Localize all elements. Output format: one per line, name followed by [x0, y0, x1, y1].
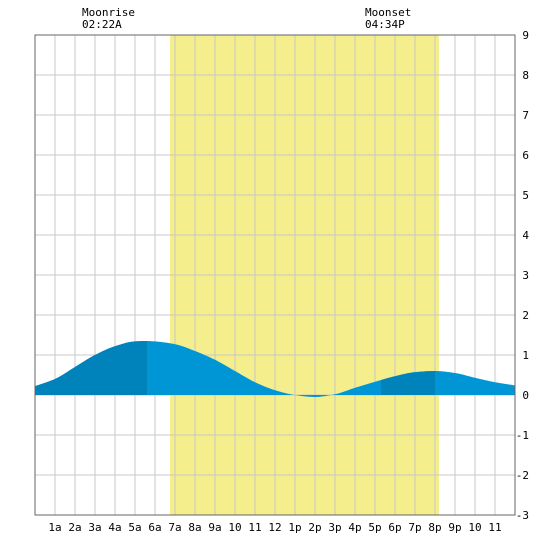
grid-lines: [35, 35, 515, 515]
x-tick-label: 6p: [388, 521, 401, 534]
x-tick-label: 7p: [408, 521, 421, 534]
y-tick-label: 4: [522, 229, 529, 242]
tide-series: [35, 341, 515, 397]
x-tick-label: 10: [468, 521, 481, 534]
plot-border: [34, 34, 516, 516]
tide-area-rising-shade: [381, 371, 435, 395]
x-tick-label: 3a: [88, 521, 101, 534]
x-tick-label: 1a: [48, 521, 61, 534]
x-tick-label: 9a: [208, 521, 221, 534]
x-tick-label: 4a: [108, 521, 121, 534]
y-tick-label: 7: [522, 109, 529, 122]
y-tick-label: -2: [516, 469, 529, 482]
y-tick-label: 1: [522, 349, 529, 362]
x-tick-label: 2a: [68, 521, 81, 534]
moonset-label: Moonset: [365, 6, 411, 19]
moonrise-label: Moonrise: [82, 6, 135, 19]
moonrise-time: 02:22A: [82, 18, 122, 31]
tide-area-rising-shade: [35, 341, 147, 395]
y-tick-label: 6: [522, 149, 529, 162]
x-tick-label: 8p: [428, 521, 441, 534]
y-tick-label: -1: [516, 429, 529, 442]
x-tick-label: 2p: [308, 521, 321, 534]
x-tick-label: 11: [488, 521, 501, 534]
x-tick-label: 5a: [128, 521, 141, 534]
y-tick-label: 9: [522, 29, 529, 42]
moonset-time: 04:34P: [365, 18, 405, 31]
x-tick-label: 5p: [368, 521, 381, 534]
x-tick-label: 1p: [288, 521, 301, 534]
x-axis-tick-labels: 1a 2a 3a 4a 5a 6a 7a 8a 9a 10 11 12 1p 2p 3p 4p 5p 6p 7p 8p…: [48, 521, 501, 534]
x-tick-label: 7a: [168, 521, 181, 534]
y-tick-label: 5: [522, 189, 529, 202]
x-tick-label: 8a: [188, 521, 201, 534]
y-tick-label: 2: [522, 309, 529, 322]
x-tick-label: 10: [228, 521, 241, 534]
y-axis-tick-labels: -3 -2 -1 0 1 2 3 4 5 6 7 8 9: [516, 29, 530, 522]
x-tick-label: 4p: [348, 521, 361, 534]
x-tick-label: 3p: [328, 521, 341, 534]
y-tick-label: 3: [522, 269, 529, 282]
x-tick-label: 12: [268, 521, 281, 534]
x-tick-label: 11: [248, 521, 261, 534]
y-tick-label: 8: [522, 69, 529, 82]
y-tick-label: -3: [516, 509, 529, 522]
x-tick-label: 9p: [448, 521, 461, 534]
x-tick-label: 6a: [148, 521, 161, 534]
y-tick-label: 0: [522, 389, 529, 402]
